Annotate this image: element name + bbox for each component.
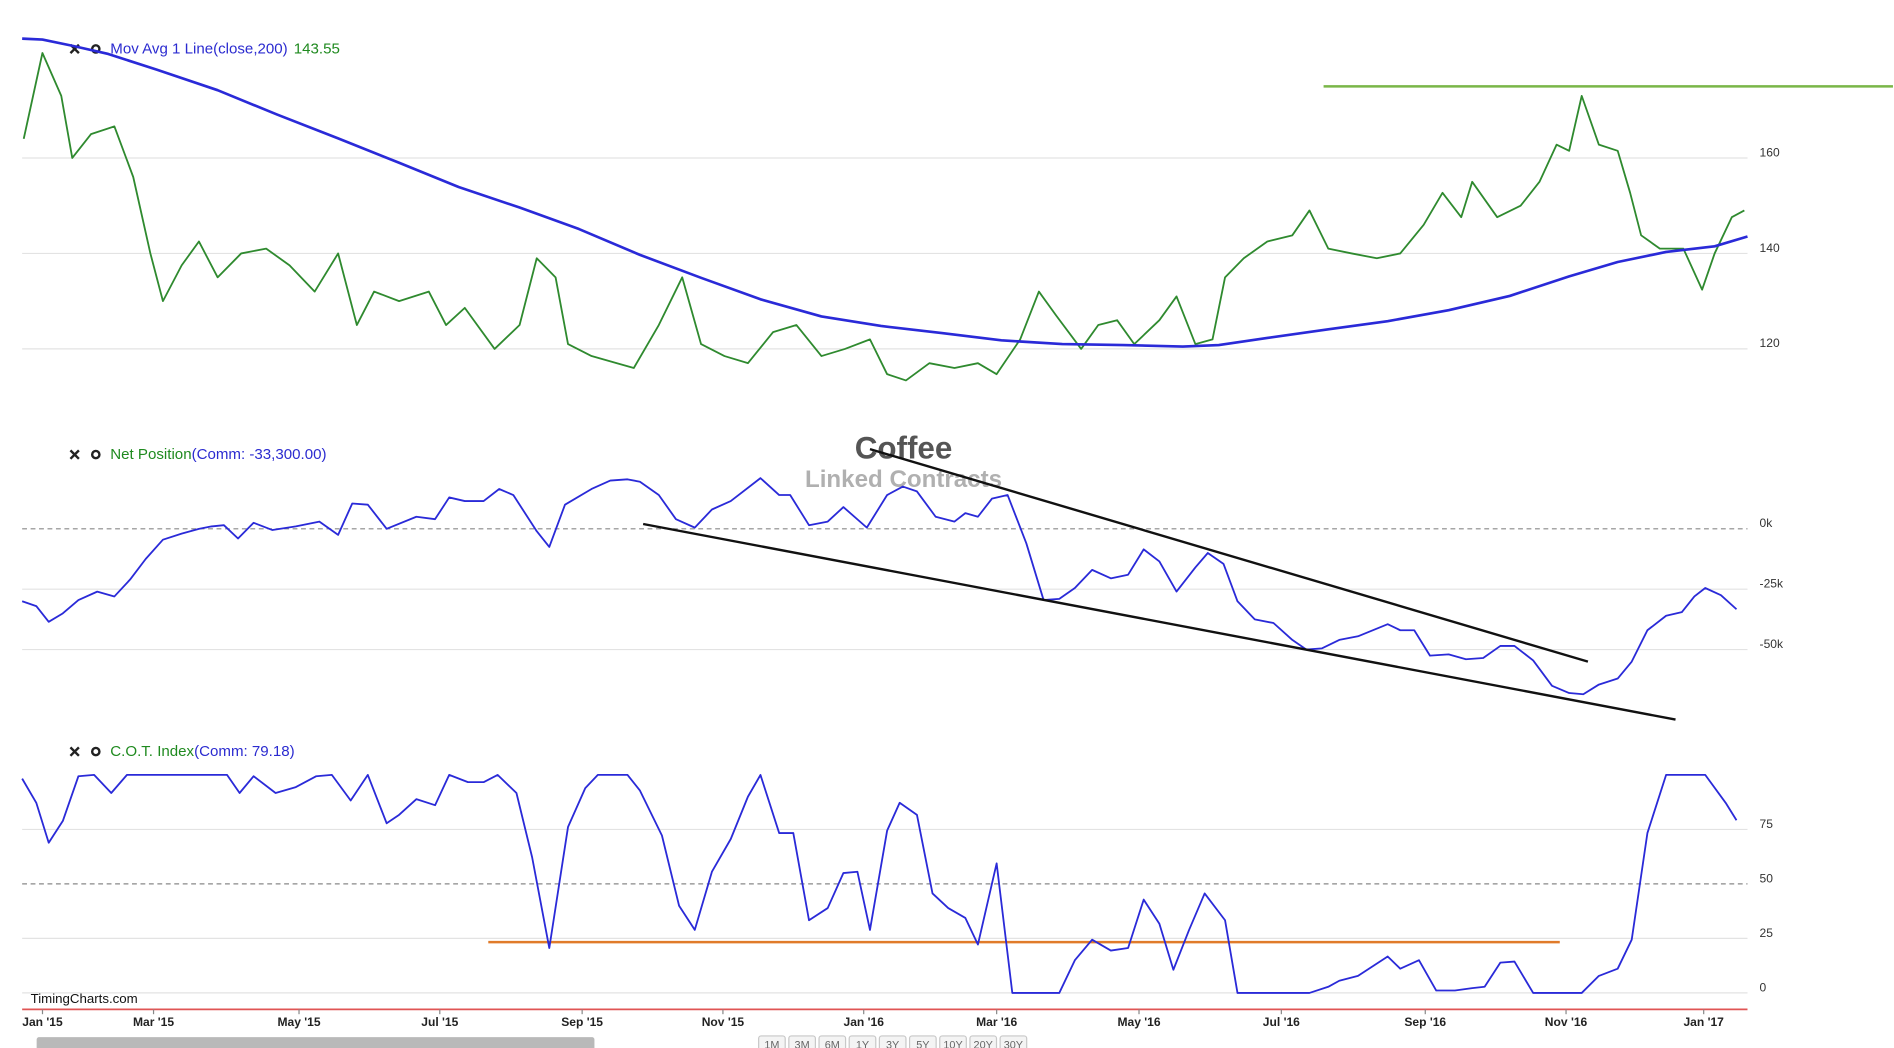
range-button-box bbox=[818, 1035, 847, 1048]
y-tick-label: 50 bbox=[1760, 871, 1774, 885]
label-value: 143.55 bbox=[294, 40, 340, 57]
x-tick-label: Jan '17 bbox=[1683, 1015, 1724, 1029]
x-tick-label: Mar '16 bbox=[976, 1015, 1017, 1029]
settings-icon[interactable] bbox=[90, 449, 101, 460]
range-button-label: 30Y bbox=[1004, 1039, 1023, 1048]
label-name: Net Position bbox=[110, 446, 191, 463]
scrollbar[interactable] bbox=[36, 1037, 595, 1048]
x-tick-label: Sep '15 bbox=[561, 1015, 603, 1029]
close-icon[interactable] bbox=[69, 449, 80, 460]
x-tick-label: Jul '16 bbox=[1263, 1015, 1300, 1029]
y-tick-label: 120 bbox=[1760, 336, 1780, 350]
range-button-box bbox=[788, 1035, 816, 1048]
x-tick-label: Jan '16 bbox=[843, 1015, 884, 1029]
x-tick-label: Nov '15 bbox=[702, 1015, 745, 1029]
close-icon[interactable] bbox=[69, 746, 80, 757]
label-name: Mov Avg 1 Line(close,200) bbox=[110, 40, 287, 57]
range-button-box bbox=[878, 1035, 907, 1048]
panel-label: C.O.T. Index(Comm: 79.18) bbox=[110, 743, 294, 760]
settings-icon[interactable] bbox=[90, 44, 101, 54]
range-button[interactable]: 3Y bbox=[878, 1035, 907, 1048]
range-button[interactable]: 1M bbox=[758, 1035, 786, 1048]
x-tick-label: Jul '15 bbox=[421, 1015, 458, 1029]
y-tick-label: 0k bbox=[1760, 516, 1774, 530]
x-tick-label: Jan '15 bbox=[22, 1015, 63, 1029]
label-detail: (Comm: -33,300.00) bbox=[192, 446, 327, 463]
y-tick-label: 75 bbox=[1760, 817, 1774, 831]
range-button-label: 6M bbox=[825, 1039, 840, 1048]
watermark-title: Coffee bbox=[855, 431, 953, 466]
range-button-box bbox=[908, 1035, 937, 1048]
x-tick-label: May '16 bbox=[1117, 1015, 1160, 1029]
x-tick-label: Nov '16 bbox=[1545, 1015, 1588, 1029]
y-tick-label: 25 bbox=[1760, 926, 1774, 940]
range-button-box bbox=[939, 1035, 967, 1048]
panel-label: Net Position(Comm: -33,300.00) bbox=[110, 446, 326, 463]
range-button[interactable]: 6M bbox=[818, 1035, 847, 1048]
range-button[interactable]: 20Y bbox=[969, 1035, 998, 1048]
series-line bbox=[22, 52, 1745, 382]
range-button-box bbox=[758, 1035, 786, 1048]
range-button-label: 3M bbox=[795, 1039, 810, 1048]
label-detail: (Comm: 79.18) bbox=[194, 743, 295, 760]
trend-line bbox=[642, 522, 1676, 721]
trend-line bbox=[869, 447, 1589, 663]
x-tick-label: May '15 bbox=[277, 1015, 320, 1029]
y-tick-label: -50k bbox=[1760, 637, 1784, 651]
x-tick-label: Sep '16 bbox=[1404, 1015, 1446, 1029]
range-button-box bbox=[969, 1035, 998, 1048]
panel-label: Mov Avg 1 Line(close,200) 143.55 bbox=[110, 40, 340, 57]
settings-icon[interactable] bbox=[90, 746, 101, 757]
range-button-label: 10Y bbox=[943, 1039, 962, 1048]
footer: TimingCharts.com bbox=[31, 991, 138, 1006]
y-tick-label: 0 bbox=[1760, 980, 1767, 994]
range-button[interactable]: 3M bbox=[788, 1035, 816, 1048]
series-line bbox=[21, 773, 1738, 994]
y-tick-label: 140 bbox=[1760, 241, 1780, 255]
range-button[interactable]: 5Y bbox=[908, 1035, 937, 1048]
range-button-label: 3Y bbox=[886, 1039, 899, 1048]
y-tick-label: -25k bbox=[1760, 577, 1784, 591]
label-name: C.O.T. Index bbox=[110, 743, 194, 760]
range-button-label: 1Y bbox=[856, 1039, 869, 1048]
series-line bbox=[22, 37, 1748, 348]
range-button-label: 5Y bbox=[916, 1039, 929, 1048]
range-button-box bbox=[848, 1035, 877, 1048]
range-button[interactable]: 10Y bbox=[939, 1035, 967, 1048]
range-button-label: 1M bbox=[764, 1039, 779, 1048]
range-button-label: 20Y bbox=[974, 1039, 993, 1048]
x-tick-label: Mar '15 bbox=[133, 1015, 174, 1029]
range-button[interactable]: 1Y bbox=[848, 1035, 877, 1048]
range-button[interactable]: 30Y bbox=[999, 1035, 1028, 1048]
series-line bbox=[21, 477, 1738, 696]
range-button-box bbox=[999, 1035, 1028, 1048]
y-tick-label: 160 bbox=[1760, 145, 1780, 159]
